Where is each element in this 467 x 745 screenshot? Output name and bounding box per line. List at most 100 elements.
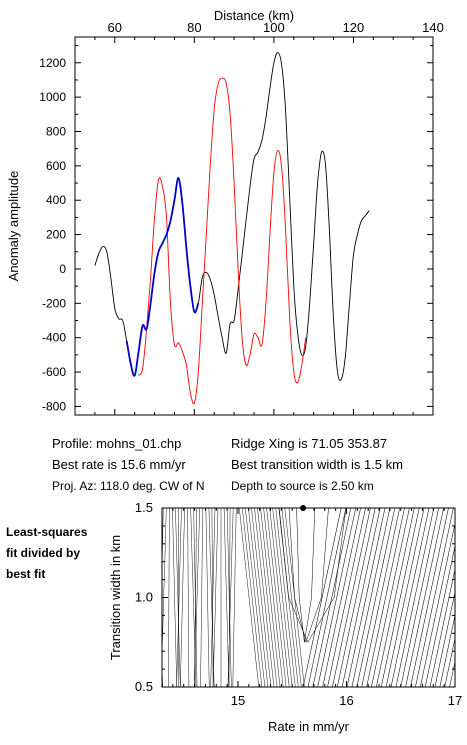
contour-line (257, 508, 278, 687)
side-note-line-3: best fit (6, 567, 46, 581)
top-y-axis-label: Anomaly amplitude (6, 171, 21, 282)
ridge-crossing: Ridge Xing is 71.05 353.87 (231, 436, 388, 451)
best-rate: Best rate is 15.6 mm/yr (52, 457, 186, 472)
contour-line (176, 508, 182, 687)
contour-line (227, 508, 234, 687)
contour-line (208, 508, 215, 687)
contour-line (281, 508, 302, 687)
bottom-y-tick-label: 0.5 (135, 679, 153, 694)
projection-azimuth: Proj. Az: 118.0 deg. CW of N (52, 479, 205, 493)
contour-line (168, 508, 170, 687)
contour-line (322, 508, 361, 687)
contour-line (415, 508, 454, 687)
misfit-contour-chart: 15 16 17 0.5 1.0 1.5 Rate in mm/yr Transition w… (108, 500, 467, 734)
bottom-x-axis-label: Rate in mm/yr (268, 719, 350, 734)
contour-line (239, 508, 260, 687)
contour-line (376, 508, 415, 687)
contour-line (212, 508, 219, 687)
contour-line (420, 522, 455, 687)
contour-line (272, 508, 293, 687)
contour-line (175, 508, 181, 687)
contour-line (444, 637, 455, 687)
contour-line (223, 508, 230, 687)
contour-line (371, 508, 410, 687)
contour-line (380, 508, 420, 687)
contour-line (263, 508, 284, 687)
contour-line (346, 508, 386, 687)
contour-line (211, 508, 214, 687)
contour-line (337, 508, 376, 687)
contour-line (400, 508, 439, 687)
contour-line (395, 508, 435, 687)
top-x-tick-label: 80 (187, 20, 201, 35)
top-y-tick-label: 1200 (39, 56, 66, 70)
contour-line (162, 508, 164, 586)
contour-line (205, 508, 210, 687)
contour-line (356, 508, 396, 687)
contour-line (180, 508, 185, 687)
anomaly-profile-chart: 60 80 100 120 140 -800 -600 -400 -200 0 200 400 600 8… (6, 8, 444, 416)
contour-line (187, 508, 190, 687)
top-y-tick-label: 600 (46, 159, 66, 173)
contour-line (254, 508, 275, 687)
contour-line (248, 508, 269, 687)
top-x-tick-label: 100 (263, 20, 285, 35)
contour-line (266, 508, 287, 687)
top-y-tick-label: -400 (42, 331, 66, 345)
best-transition-width: Best transition width is 1.5 km (231, 457, 403, 472)
top-y-tick-label: 800 (46, 125, 66, 139)
contour-line (296, 508, 316, 643)
contour-line (242, 508, 263, 687)
contour-line (459, 508, 467, 687)
top-y-tick-label: -200 (42, 296, 66, 310)
top-y-tick-label: -800 (42, 399, 66, 413)
top-y-tick-label: 200 (46, 228, 66, 242)
contour-line (172, 508, 178, 687)
contour-line (454, 683, 455, 687)
contour-line (429, 567, 455, 687)
contour-line (288, 508, 329, 644)
contour-line (228, 508, 231, 687)
fit-window-line (125, 176, 200, 377)
contour-line (312, 508, 352, 687)
side-note-line-1: Least-squares (6, 525, 88, 539)
bottom-x-tick-label: 15 (231, 693, 245, 708)
contour-line (307, 508, 347, 687)
contour-line (245, 508, 266, 687)
top-plot-frame (74, 36, 434, 416)
contour-line (332, 508, 371, 687)
side-note-line-2: fit divided by (6, 546, 81, 560)
contour-line (232, 508, 237, 687)
top-x-tick-label: 60 (108, 20, 122, 35)
contour-line (226, 508, 232, 687)
contour-line (327, 508, 366, 687)
bottom-y-tick-label: 1.5 (135, 500, 153, 515)
contour-line (341, 508, 381, 687)
contour-line (251, 508, 272, 687)
top-x-tick-label: 120 (343, 20, 365, 35)
top-y-tick-label: -600 (42, 365, 66, 379)
observed-profile-line (94, 52, 370, 382)
contour-line (200, 508, 204, 687)
contour-line (366, 508, 405, 687)
contour-line (317, 508, 356, 687)
best-fit-marker (300, 505, 307, 511)
contour-line (154, 508, 157, 687)
profile-name: Profile: mohns_01.chp (52, 436, 182, 451)
contour-line (275, 508, 296, 687)
contour-lines (154, 508, 467, 687)
top-y-tick-label: 0 (59, 262, 66, 276)
contour-line (424, 544, 455, 687)
bottom-x-tick-label: 17 (448, 693, 462, 708)
contour-line (405, 508, 444, 687)
contour-line (194, 508, 201, 687)
contour-line (351, 508, 391, 687)
top-x-axis-label: Distance (km) (214, 8, 294, 23)
contour-line (439, 614, 455, 687)
contour-line (210, 508, 216, 687)
top-x-tick-label: 140 (422, 20, 444, 35)
contour-line (302, 508, 342, 687)
bottom-y-axis-label: Transition width in km (108, 535, 123, 660)
top-y-tick-label: 1000 (39, 90, 66, 104)
contour-line (385, 508, 425, 687)
